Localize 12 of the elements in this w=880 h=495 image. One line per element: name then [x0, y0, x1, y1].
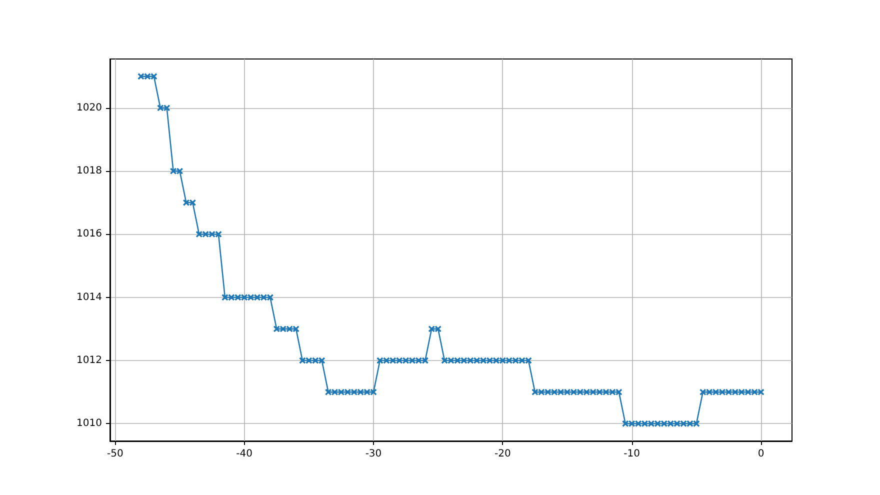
x-tick-label: -10: [624, 448, 640, 460]
x-tick-label: -30: [365, 448, 382, 460]
y-tick-label: 1014: [76, 292, 102, 303]
y-tick-label: 1010: [76, 418, 102, 430]
y-tick-label: 1018: [76, 166, 102, 177]
x-tick-label: 0: [758, 448, 764, 460]
y-tick-label: 1012: [76, 354, 102, 366]
x-tick-label: -50: [106, 448, 124, 460]
y-tick-label: 1020: [76, 102, 102, 114]
y-tick-label: 1016: [76, 228, 102, 240]
x-tick-label: -20: [494, 448, 511, 460]
x-tick-label: -40: [236, 448, 253, 460]
